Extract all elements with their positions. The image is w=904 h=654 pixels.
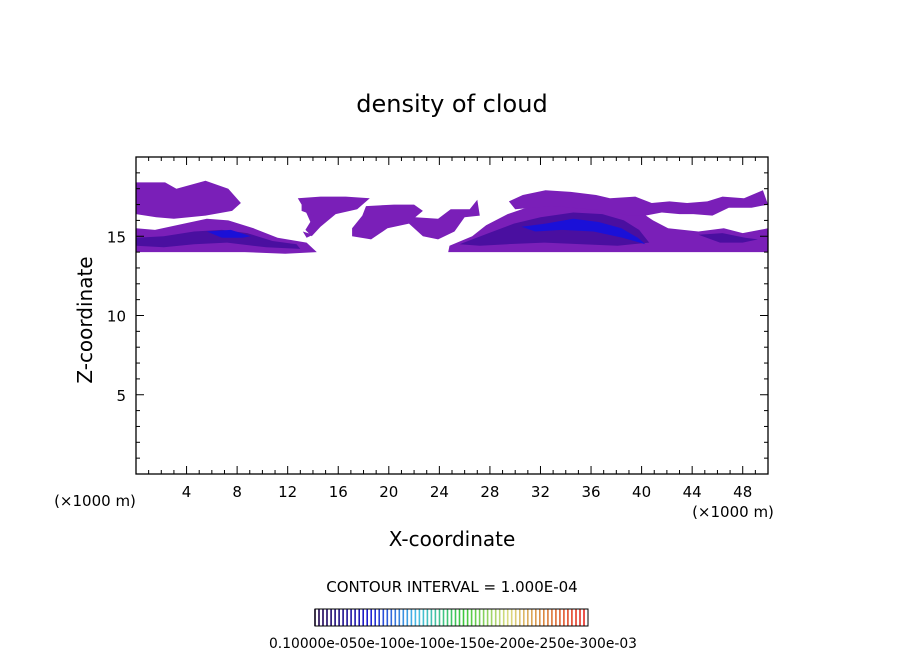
cloud-region-mid-left (297, 196, 370, 237)
cloud-region-mid-center (352, 199, 480, 240)
y-axis-ticks: 5 10 15 (107, 172, 768, 459)
x-tick-label: 16 (329, 483, 348, 501)
x-tick-label: 36 (581, 483, 600, 501)
y-tick-label: 5 (116, 387, 126, 405)
x-axis-ticks: 4 8 12 16 20 24 28 32 36 40 44 48 (148, 157, 756, 501)
x-tick-label: 32 (531, 483, 550, 501)
x-axis-label: X-coordinate (389, 527, 516, 551)
cloud-region-left-high (206, 229, 251, 238)
x-tick-label: 28 (480, 483, 499, 501)
x-tick-label: 20 (379, 483, 398, 501)
cloud-region-left-upper (136, 180, 241, 219)
contour-interval-label: CONTOUR INTERVAL = 1.000E-04 (326, 578, 577, 596)
heatmap-layer (136, 180, 768, 254)
x-tick-label: 12 (278, 483, 297, 501)
chart-title: density of cloud (356, 90, 547, 118)
x-tick-label: 40 (632, 483, 651, 501)
cloud-region-left-core (136, 229, 301, 249)
y-tick-label: 10 (107, 308, 126, 326)
cloud-region-far-right-core (698, 233, 758, 243)
colorbar (314, 608, 589, 627)
x-unit-left: (×1000 m) (54, 492, 136, 510)
y-axis-label: Z-coordinate (73, 256, 97, 383)
cloud-region-right-high (521, 218, 646, 245)
colorbar-labels: 0.10000e-050e-100e-100e-150e-200e-250e-3… (269, 636, 637, 652)
x-unit-right: (×1000 m) (692, 503, 774, 521)
colorbar-frame (314, 608, 589, 627)
x-tick-label: 8 (232, 483, 242, 501)
x-tick-label: 44 (683, 483, 702, 501)
x-tick-label: 4 (182, 483, 192, 501)
cloud-region-fragment-b (302, 231, 313, 238)
cloud-region-right-top (508, 190, 768, 216)
x-tick-label: 24 (430, 483, 449, 501)
x-tick-label: 48 (733, 483, 752, 501)
y-tick-label: 15 (107, 228, 126, 246)
